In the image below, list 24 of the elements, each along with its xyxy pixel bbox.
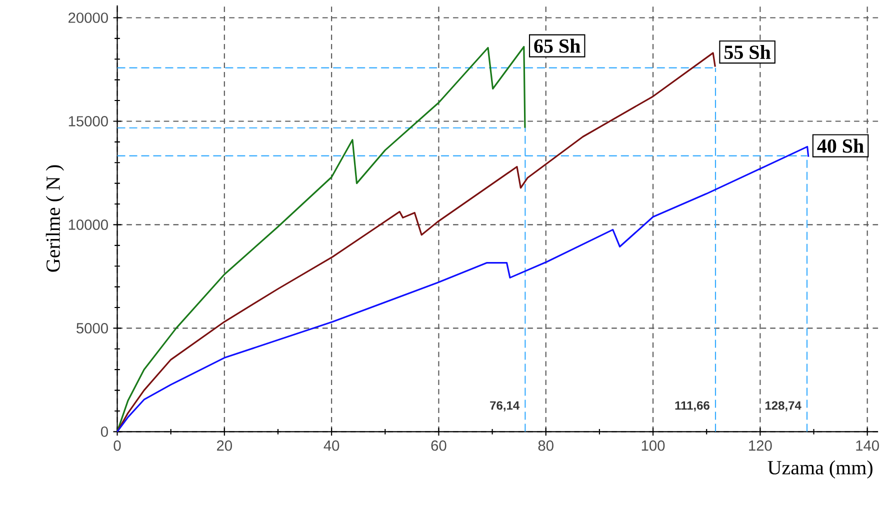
x-tick-label: 60 <box>431 440 446 451</box>
ref-line-label: 111,66 <box>675 401 710 412</box>
series-label: 40 Sh <box>817 138 864 153</box>
ref-line-label: 76,14 <box>490 401 520 412</box>
x-tick-label: 20 <box>216 440 232 451</box>
ref-line-label: 128,74 <box>765 401 802 412</box>
x-tick-label: 40 <box>324 440 340 451</box>
x-tick-label: 0 <box>114 440 121 451</box>
series-label: 55 Sh <box>724 44 771 59</box>
series-label: 65 Sh <box>534 38 580 53</box>
y-tick-label: 20000 <box>68 12 108 23</box>
line-series <box>116 52 716 432</box>
x-axis-title: Uzama (mm) <box>768 460 872 478</box>
y-tick-label: 10000 <box>68 219 108 230</box>
y-tick-label: 15000 <box>68 116 108 126</box>
x-tick-label: 140 <box>856 440 879 451</box>
x-tick-label: 80 <box>538 440 554 451</box>
y-axis-title: Gerilme ( N ) <box>46 165 64 272</box>
y-tick-label: 0 <box>100 426 108 437</box>
y-tick-label: 5000 <box>76 322 108 334</box>
line-series <box>116 46 526 432</box>
x-tick-label: 120 <box>749 440 772 451</box>
x-tick-label: 100 <box>642 440 665 451</box>
line-series <box>116 146 810 432</box>
